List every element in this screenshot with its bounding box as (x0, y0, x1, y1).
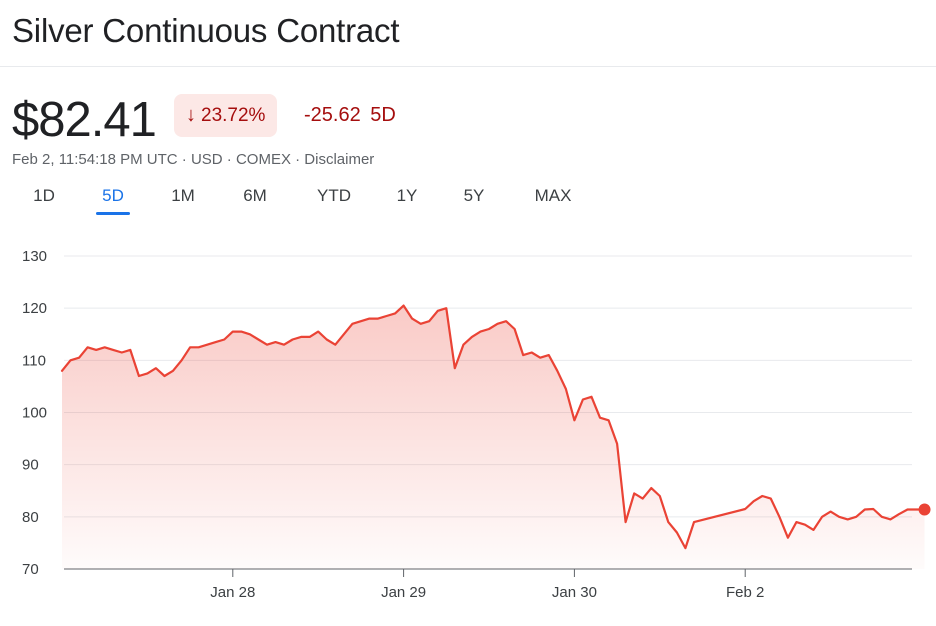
tab-1d[interactable]: 1D (33, 186, 55, 205)
tab-max[interactable]: MAX (534, 186, 572, 205)
tab-6m[interactable]: 6M (243, 186, 267, 205)
absolute-change: -25.62 5D (304, 104, 396, 127)
page-title: Silver Continuous Contract (12, 12, 400, 49)
x-tick-label: Jan 29 (381, 584, 426, 601)
x-tick-label: Jan 30 (552, 584, 597, 601)
price-area-fill (62, 305, 925, 569)
y-tick-label-90: 90 (22, 457, 39, 474)
absolute-change-value: -25.62 (304, 104, 361, 126)
x-tick-label: Jan 28 (210, 584, 255, 601)
latest-price-dot (918, 503, 931, 516)
header-divider (0, 66, 936, 67)
tab-ytd[interactable]: YTD (317, 186, 351, 205)
tab-5d[interactable]: 5D (102, 186, 124, 205)
y-tick-label-80: 80 (22, 509, 39, 526)
y-tick-label-130: 130 (22, 248, 47, 265)
price-chart: 70 80 90 100 110 120 130 Jan 28 Jan 29 Jan 30 Feb … (22, 248, 931, 601)
change-period: 5D (370, 104, 396, 126)
active-tab-indicator (96, 212, 130, 215)
y-tick-label-70: 70 (22, 561, 39, 578)
quote-meta: Feb 2, 11:54:18 PM UTC · USD · COMEX · D… (12, 151, 375, 168)
y-tick-label-110: 110 (22, 352, 46, 369)
percent-change-badge: ↓ 23.72% (174, 94, 278, 137)
tab-1y[interactable]: 1Y (396, 186, 418, 205)
y-tick-label-120: 120 (22, 300, 47, 317)
arrow-down-icon: ↓ (186, 104, 196, 126)
price-line (60, 304, 926, 550)
tab-1m[interactable]: 1M (171, 186, 195, 205)
x-tick-label: Feb 2 (726, 584, 764, 601)
y-tick-label-100: 100 (22, 405, 47, 422)
percent-change-value: 23.72% (201, 104, 266, 126)
current-price: $82.41 (12, 93, 157, 147)
tab-5y[interactable]: 5Y (463, 186, 485, 205)
